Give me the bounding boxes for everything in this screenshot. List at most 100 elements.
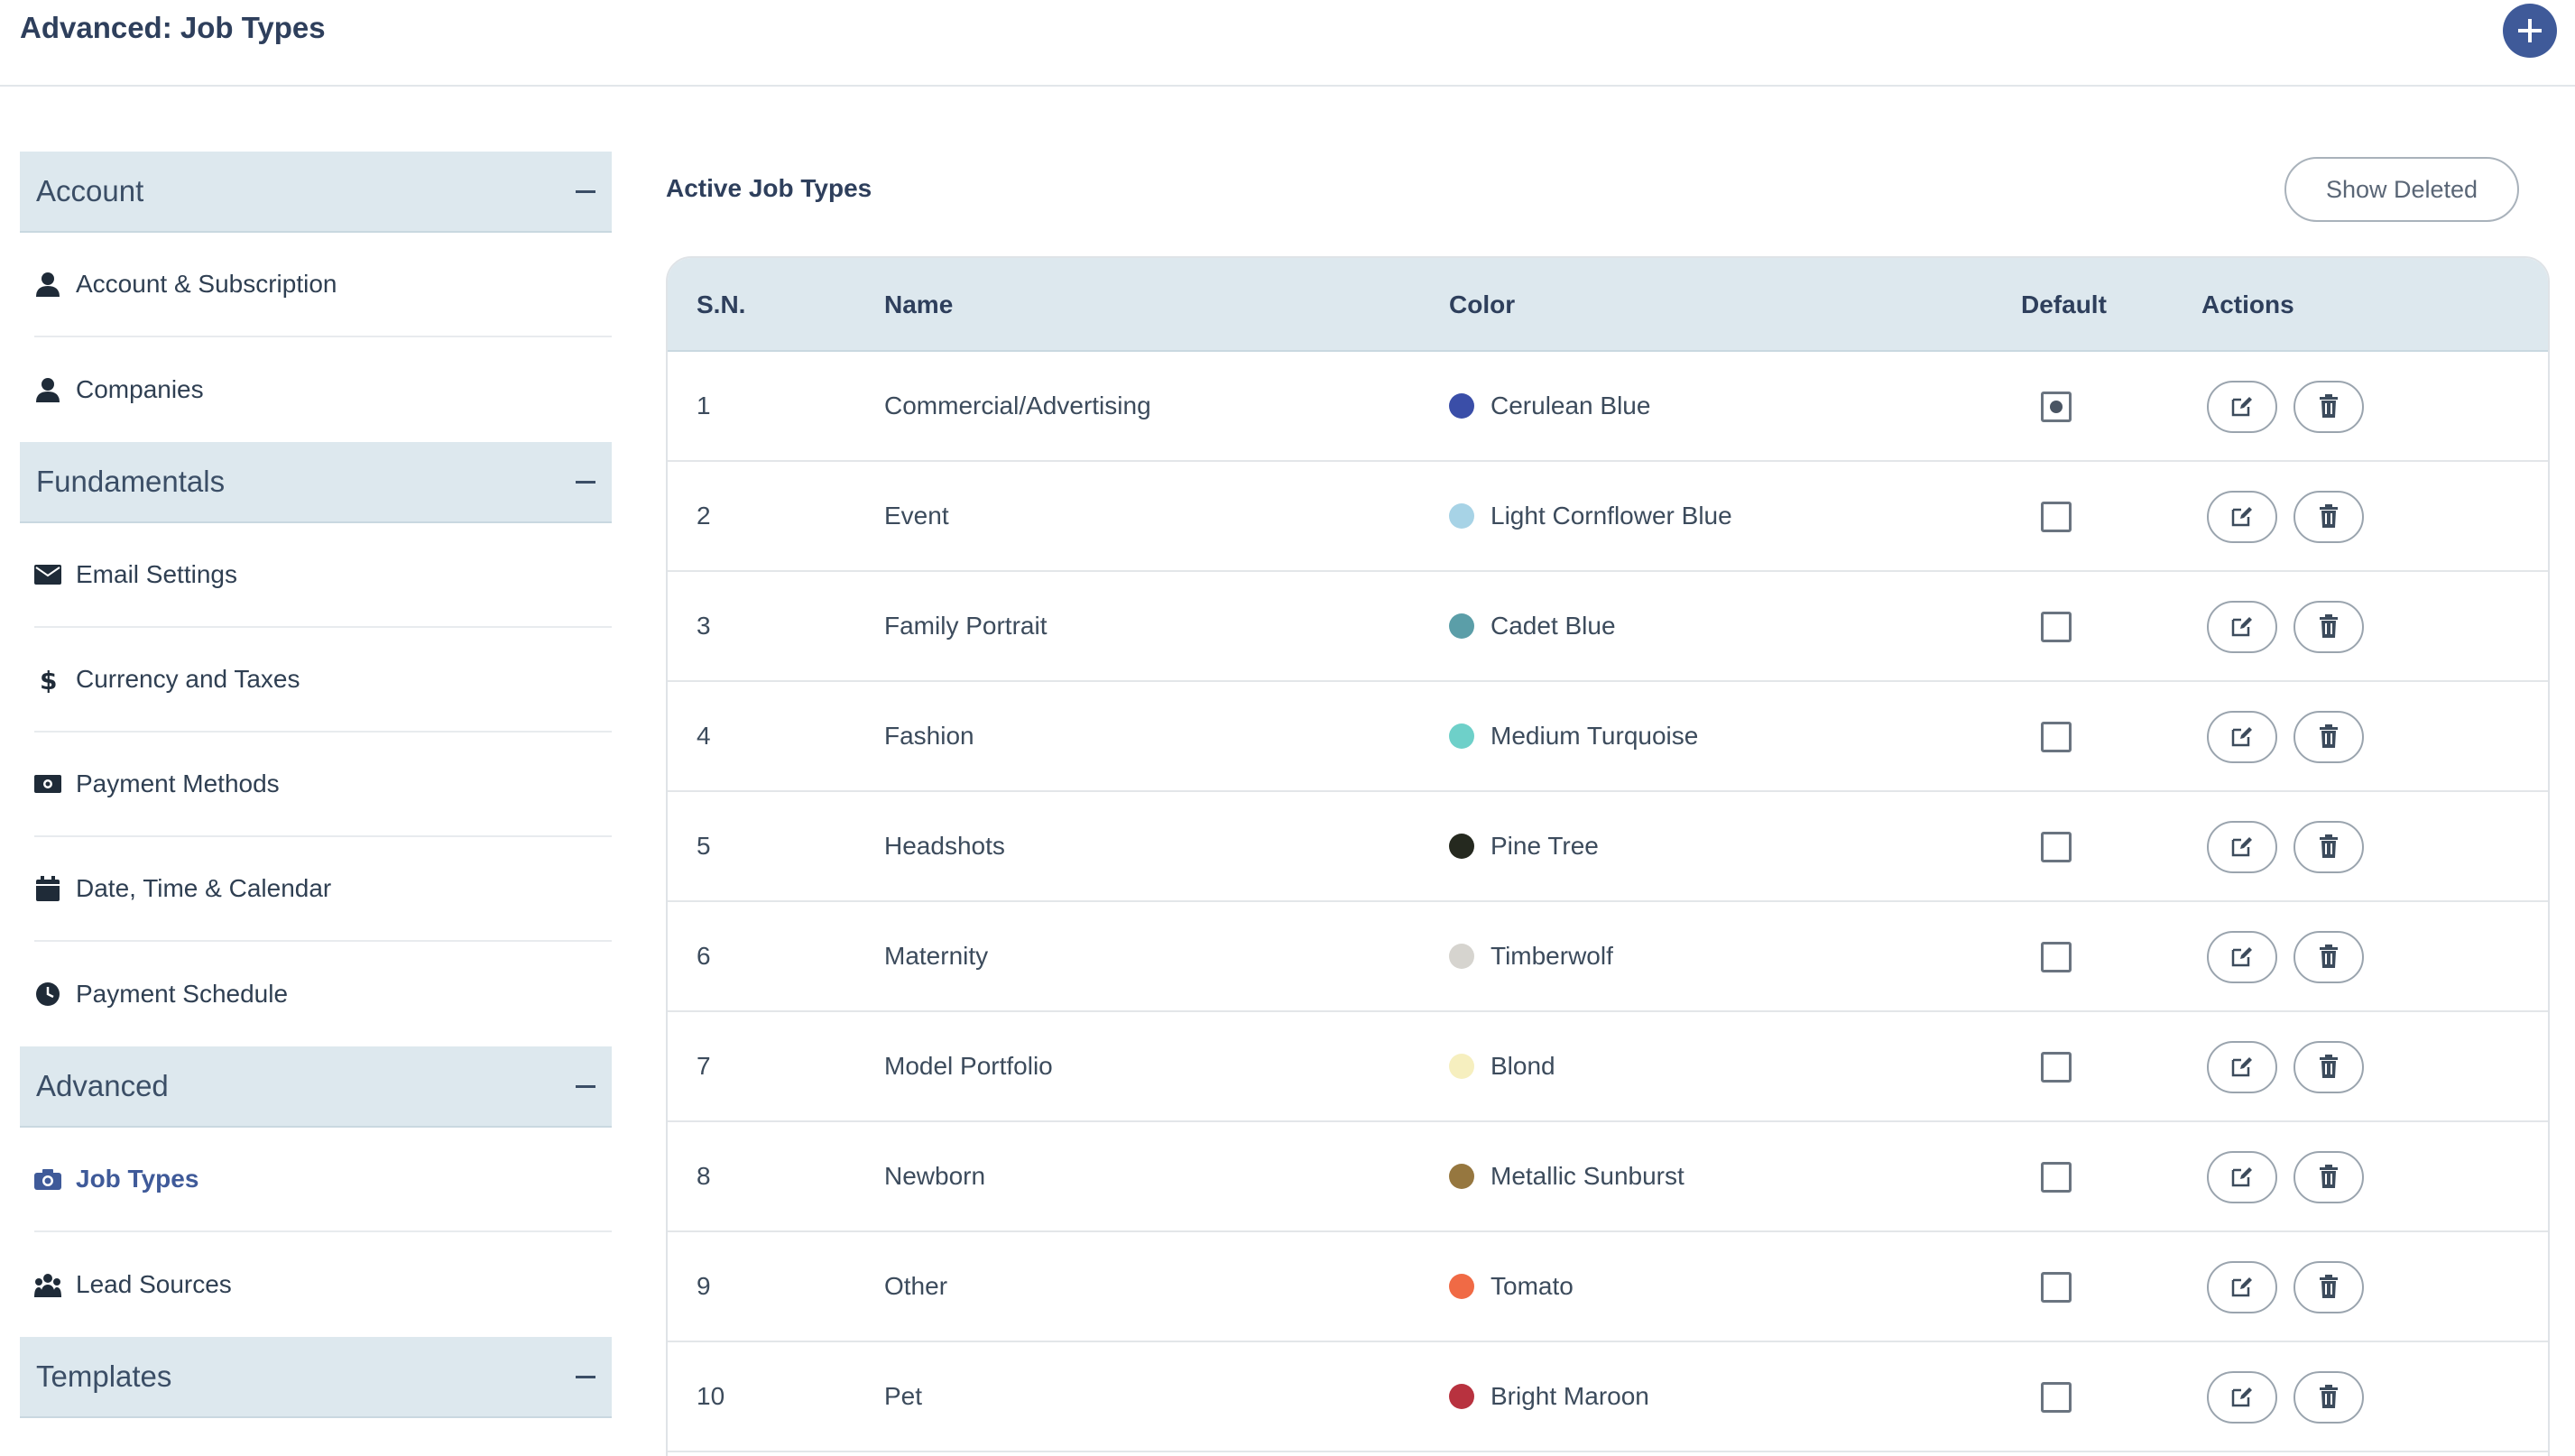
row-name: Family Portrait xyxy=(884,612,1048,640)
default-checkbox[interactable] xyxy=(2041,1162,2072,1193)
sidebar-item-label: Currency and Taxes xyxy=(76,665,300,693)
edit-button[interactable] xyxy=(2207,1261,2277,1313)
row-sn: 10 xyxy=(697,1382,725,1410)
sidebar-item-label: Companies xyxy=(76,375,204,403)
edit-button[interactable] xyxy=(2207,821,2277,873)
checkbox-selected-mark xyxy=(2050,401,2063,413)
minus-icon[interactable] xyxy=(576,1084,595,1088)
trash-icon xyxy=(2319,723,2339,751)
row-name: Newborn xyxy=(884,1162,986,1190)
sidebar-item-lead-sources[interactable]: Lead Sources xyxy=(34,1232,612,1337)
delete-button[interactable] xyxy=(2294,1041,2364,1093)
edit-button[interactable] xyxy=(2207,491,2277,543)
section-title: Account xyxy=(36,174,144,207)
user-icon xyxy=(34,271,61,298)
row-sn: 7 xyxy=(697,1052,711,1080)
minus-icon[interactable] xyxy=(576,1375,595,1378)
trash-icon xyxy=(2319,503,2339,530)
sidebar-item-date-time-calendar[interactable]: Date, Time & Calendar xyxy=(34,837,612,942)
row-sn: 4 xyxy=(697,722,711,750)
dollar-icon: $ xyxy=(34,666,61,693)
sidebar-item-label: Email Settings xyxy=(76,560,237,588)
row-color: Timberwolf xyxy=(1449,942,1613,971)
default-checkbox[interactable] xyxy=(2041,832,2072,862)
minus-icon[interactable] xyxy=(576,189,595,193)
camera-icon xyxy=(34,1166,61,1193)
row-sn: 8 xyxy=(697,1162,711,1190)
trash-icon xyxy=(2319,1274,2339,1301)
edit-button[interactable] xyxy=(2207,931,2277,983)
edit-button[interactable] xyxy=(2207,1371,2277,1424)
default-checkbox[interactable] xyxy=(2041,942,2072,972)
sidebar-item-account-subscription[interactable]: Account & Subscription xyxy=(34,233,612,337)
edit-icon xyxy=(2230,724,2254,751)
section-header-fundamentals[interactable]: Fundamentals xyxy=(20,442,612,523)
trash-icon xyxy=(2319,834,2339,861)
section-header-advanced[interactable]: Advanced xyxy=(20,1046,612,1128)
default-checkbox[interactable] xyxy=(2041,1052,2072,1083)
edit-button[interactable] xyxy=(2207,381,2277,433)
sidebar-item-label: Lead Sources xyxy=(76,1270,232,1298)
row-color: Bright Maroon xyxy=(1449,1382,1649,1411)
sidebar-item-job-types[interactable]: Job Types xyxy=(34,1128,612,1232)
table-row: 7 Model Portfolio Blond xyxy=(668,1012,2548,1122)
row-name: Other xyxy=(884,1272,948,1300)
show-deleted-button[interactable]: Show Deleted xyxy=(2284,157,2519,222)
edit-button[interactable] xyxy=(2207,601,2277,653)
table-header: S.N. Name Color Default Actions xyxy=(668,258,2548,352)
delete-button[interactable] xyxy=(2294,711,2364,763)
delete-button[interactable] xyxy=(2294,1371,2364,1424)
top-bar: Advanced: Job Types xyxy=(0,0,2575,87)
add-job-type-button[interactable] xyxy=(2503,4,2557,58)
default-checkbox[interactable] xyxy=(2041,1272,2072,1303)
sidebar-item-payment-schedule[interactable]: Payment Schedule xyxy=(34,942,612,1046)
row-sn: 3 xyxy=(697,612,711,640)
sidebar-item-label: Date, Time & Calendar xyxy=(76,874,332,902)
default-checkbox[interactable] xyxy=(2041,502,2072,532)
sidebar-item-payment-methods[interactable]: Payment Methods xyxy=(34,733,612,837)
sidebar-item-email-settings[interactable]: Email Settings xyxy=(34,523,612,628)
edit-icon xyxy=(2230,504,2254,530)
column-header-sn: S.N. xyxy=(697,290,746,318)
color-swatch xyxy=(1449,1384,1474,1409)
delete-button[interactable] xyxy=(2294,381,2364,433)
default-checkbox[interactable] xyxy=(2041,612,2072,642)
color-name: Bright Maroon xyxy=(1491,1382,1649,1410)
delete-button[interactable] xyxy=(2294,1151,2364,1203)
section-header-account[interactable]: Account xyxy=(20,152,612,233)
sidebar-item-label: Payment Methods xyxy=(76,769,280,797)
default-checkbox[interactable] xyxy=(2041,392,2072,422)
sidebar-item-companies[interactable]: Companies xyxy=(34,337,612,442)
delete-button[interactable] xyxy=(2294,931,2364,983)
edit-button[interactable] xyxy=(2207,1041,2277,1093)
delete-button[interactable] xyxy=(2294,491,2364,543)
clock-icon xyxy=(34,981,61,1008)
row-color: Tomato xyxy=(1449,1272,1574,1301)
row-name: Maternity xyxy=(884,942,989,970)
color-name: Pine Tree xyxy=(1491,832,1599,860)
default-checkbox[interactable] xyxy=(2041,722,2072,752)
delete-button[interactable] xyxy=(2294,1261,2364,1313)
edit-icon xyxy=(2230,1055,2254,1081)
row-color: Blond xyxy=(1449,1052,1555,1081)
column-header-name: Name xyxy=(884,290,954,318)
row-sn: 9 xyxy=(697,1272,711,1300)
sidebar-item-label: Payment Schedule xyxy=(76,980,289,1008)
edit-button[interactable] xyxy=(2207,1151,2277,1203)
section-title: Templates xyxy=(36,1359,172,1393)
section-header-templates[interactable]: Templates xyxy=(20,1337,612,1418)
row-color: Medium Turquoise xyxy=(1449,722,1698,751)
color-name: Cerulean Blue xyxy=(1491,392,1651,419)
color-name: Blond xyxy=(1491,1052,1555,1080)
row-color: Pine Tree xyxy=(1449,832,1599,861)
edit-button[interactable] xyxy=(2207,711,2277,763)
default-checkbox[interactable] xyxy=(2041,1382,2072,1413)
settings-sidebar: Account Account & Subscription Companies… xyxy=(20,152,612,1418)
delete-button[interactable] xyxy=(2294,821,2364,873)
trash-icon xyxy=(2319,613,2339,640)
trash-icon xyxy=(2319,1384,2339,1411)
delete-button[interactable] xyxy=(2294,601,2364,653)
sidebar-item-currency-taxes[interactable]: $ Currency and Taxes xyxy=(34,628,612,733)
minus-icon[interactable] xyxy=(576,480,595,484)
color-swatch xyxy=(1449,1054,1474,1079)
